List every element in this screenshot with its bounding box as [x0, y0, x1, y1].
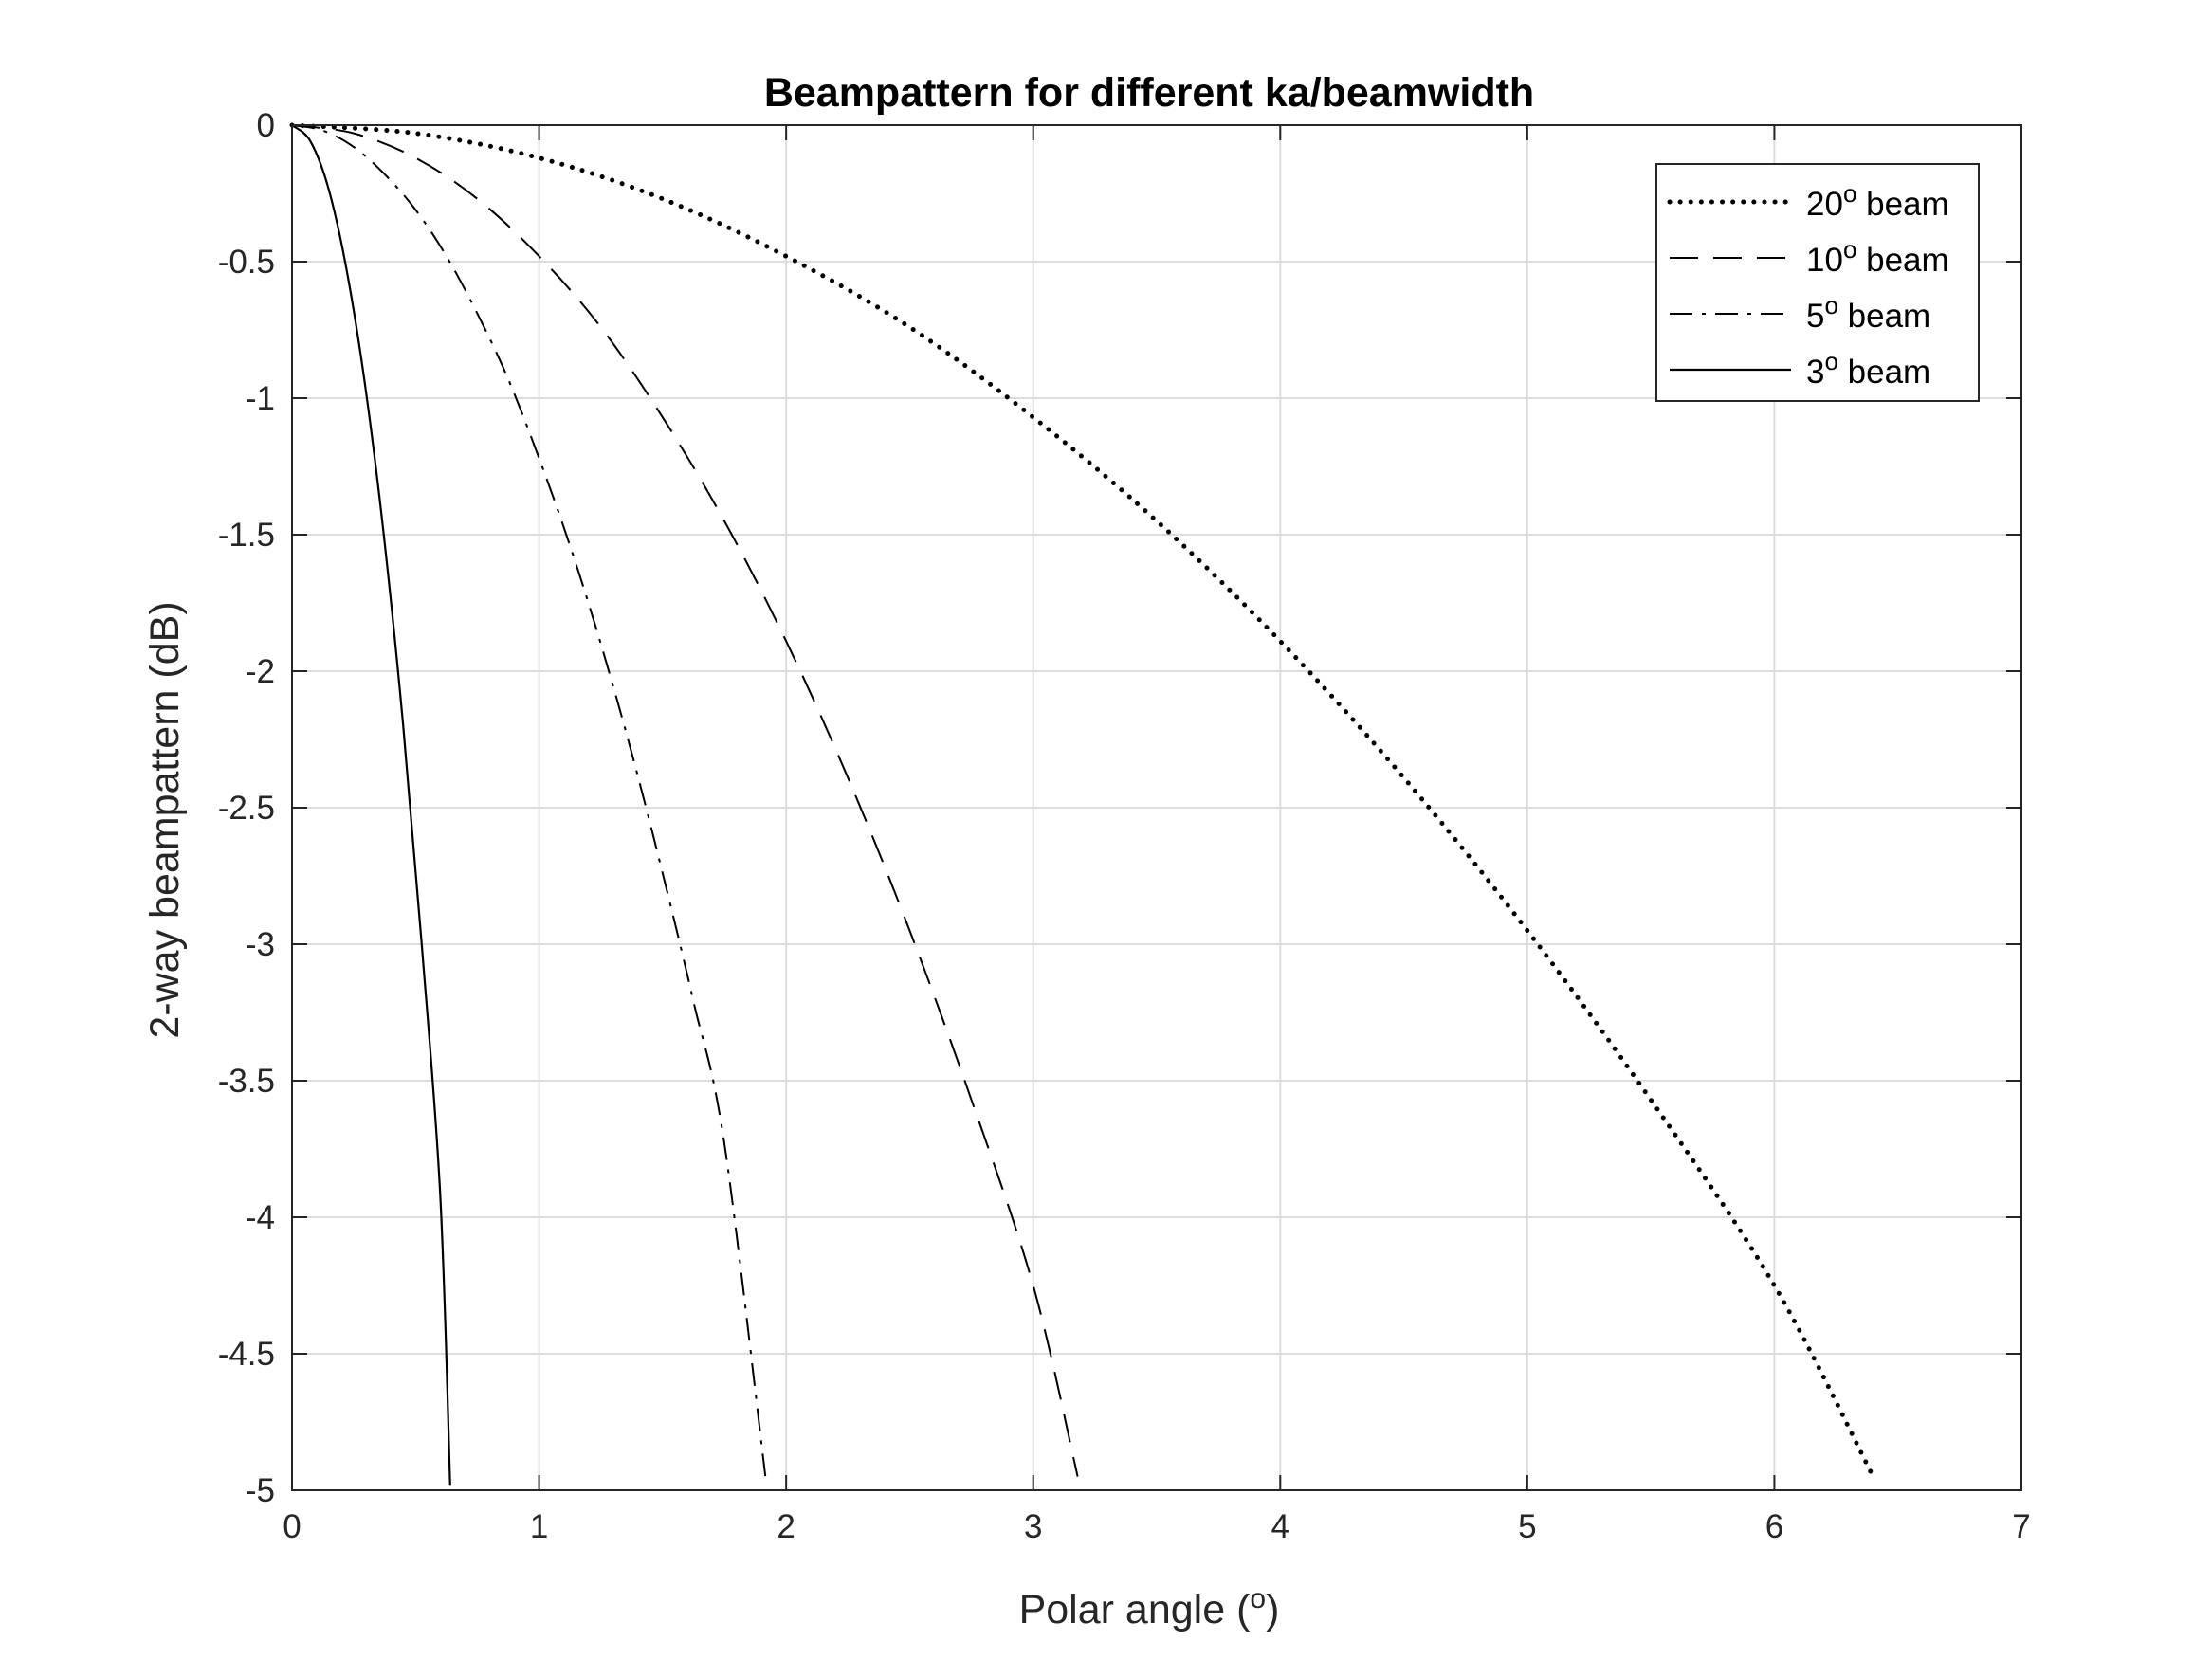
- axes: [291, 124, 2022, 1491]
- y-tick-label: -3: [246, 926, 275, 963]
- x-tick-label: 2: [777, 1508, 795, 1545]
- legend-suffix: beam: [1838, 298, 1930, 335]
- y-tick-label: -2: [246, 653, 275, 690]
- x-axis-label: Polar angle (o): [1019, 1583, 1280, 1632]
- chart-title: Beampattern for different ka/beamwidth: [764, 70, 1534, 116]
- x-tick-label: 0: [283, 1508, 301, 1545]
- legend-superscript: o: [1824, 291, 1837, 319]
- legend-label-20: 20o beam: [1806, 179, 1949, 223]
- legend-value: 3: [1806, 354, 1824, 391]
- y-tick-label: -2.5: [218, 790, 275, 827]
- x-tick-label: 3: [1024, 1508, 1042, 1545]
- y-tick-label: -1: [246, 380, 275, 417]
- y-tick-label: -0.5: [218, 244, 275, 281]
- y-tick-label: -1.5: [218, 517, 275, 554]
- x-axis-label-end: ): [1266, 1587, 1279, 1632]
- series-line-10-beam: [291, 124, 1079, 1477]
- x-tick-label: 4: [1271, 1508, 1289, 1545]
- x-tick-label: 6: [1765, 1508, 1783, 1545]
- legend-value: 20: [1806, 186, 1843, 223]
- legend-value: 10: [1806, 242, 1843, 279]
- legend-superscript: o: [1843, 235, 1856, 264]
- legend-superscript: o: [1824, 347, 1837, 375]
- legend-label-3: 3o beam: [1806, 347, 1930, 391]
- x-tick-label: 7: [2012, 1508, 2030, 1545]
- y-tick-label: -5: [246, 1472, 275, 1509]
- x-axis-label-main: Polar angle (: [1019, 1587, 1251, 1632]
- grid: [292, 125, 2021, 1490]
- y-tick-label: -4.5: [218, 1336, 275, 1373]
- legend-suffix: beam: [1838, 354, 1930, 391]
- legend-suffix: beam: [1856, 186, 1948, 223]
- y-tick-label: 0: [257, 107, 275, 144]
- series-layer: [289, 122, 1876, 1486]
- legend-superscript: o: [1843, 179, 1856, 208]
- y-tick-label: -4: [246, 1199, 275, 1236]
- x-tick-label: 1: [530, 1508, 548, 1545]
- legend-suffix: beam: [1856, 242, 1948, 279]
- series-line-20-beam: [289, 122, 1876, 1480]
- x-axis-label-superscript: o: [1250, 1583, 1266, 1614]
- legend-value: 5: [1806, 298, 1824, 335]
- legend-label-5: 5o beam: [1806, 291, 1930, 335]
- legend-label-10: 10o beam: [1806, 235, 1949, 279]
- series-line-3-beam: [291, 124, 451, 1486]
- tick-labels: 0 1 2 3 4 5 6 7 0 -0.5 -1 -1.5 -2 -2.5 -3 -3.5 -4 -4.5 -5: [218, 107, 2031, 1545]
- x-tick-label: 5: [1518, 1508, 1536, 1545]
- y-axis-label: 2-way beampattern (dB): [142, 601, 188, 1038]
- series-line-5-beam: [291, 124, 768, 1486]
- y-tick-label: -3.5: [218, 1063, 275, 1100]
